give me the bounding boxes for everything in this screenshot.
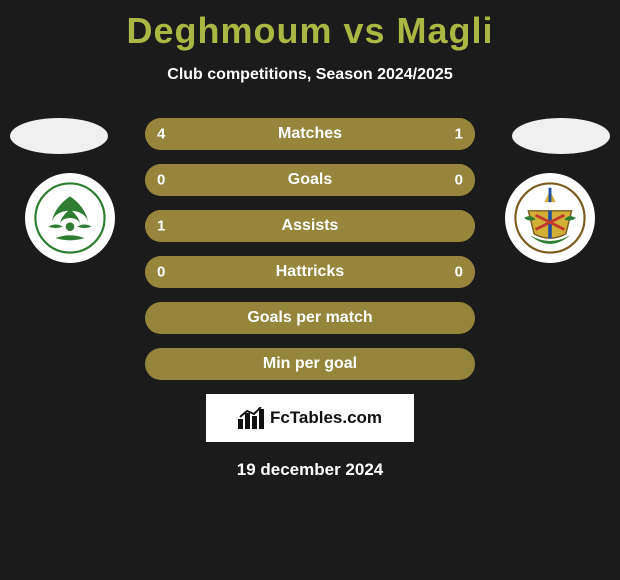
- player-photo-right: [512, 118, 610, 154]
- stat-row: Hattricks 0 0: [145, 256, 475, 288]
- stat-label: Goals: [288, 171, 332, 189]
- club-crest-right-icon: [514, 182, 586, 254]
- page-title: Deghmoum vs Magli: [0, 0, 620, 52]
- player-photo-left: [10, 118, 108, 154]
- stat-value-right: 0: [455, 172, 463, 189]
- stat-row: Matches 4 1: [145, 118, 475, 150]
- subtitle: Club competitions, Season 2024/2025: [0, 66, 620, 84]
- stat-label: Matches: [278, 125, 342, 143]
- stat-row: Min per goal: [145, 348, 475, 380]
- stat-value-left: 0: [157, 264, 165, 281]
- club-badge-left: [25, 173, 115, 263]
- brand-box: FcTables.com: [206, 394, 414, 442]
- club-badge-right: [505, 173, 595, 263]
- brand-logo-icon: [238, 407, 264, 429]
- club-crest-left-icon: [34, 182, 106, 254]
- stat-row: Assists 1: [145, 210, 475, 242]
- stat-label: Hattricks: [276, 263, 344, 281]
- stat-value-right: 0: [455, 264, 463, 281]
- stat-value-left: 1: [157, 218, 165, 235]
- stat-value-left: 4: [157, 126, 165, 143]
- brand-text: FcTables.com: [270, 408, 382, 428]
- stat-label: Min per goal: [263, 355, 357, 373]
- stat-row: Goals per match: [145, 302, 475, 334]
- stat-value-right: 1: [455, 126, 463, 143]
- stat-row: Goals 0 0: [145, 164, 475, 196]
- stat-value-left: 0: [157, 172, 165, 189]
- stat-label: Assists: [282, 217, 339, 235]
- comparison-panel: Matches41Goals00Assists1Hattricks00Goals…: [0, 118, 620, 380]
- stat-label: Goals per match: [247, 309, 372, 327]
- date-text: 19 december 2024: [0, 460, 620, 480]
